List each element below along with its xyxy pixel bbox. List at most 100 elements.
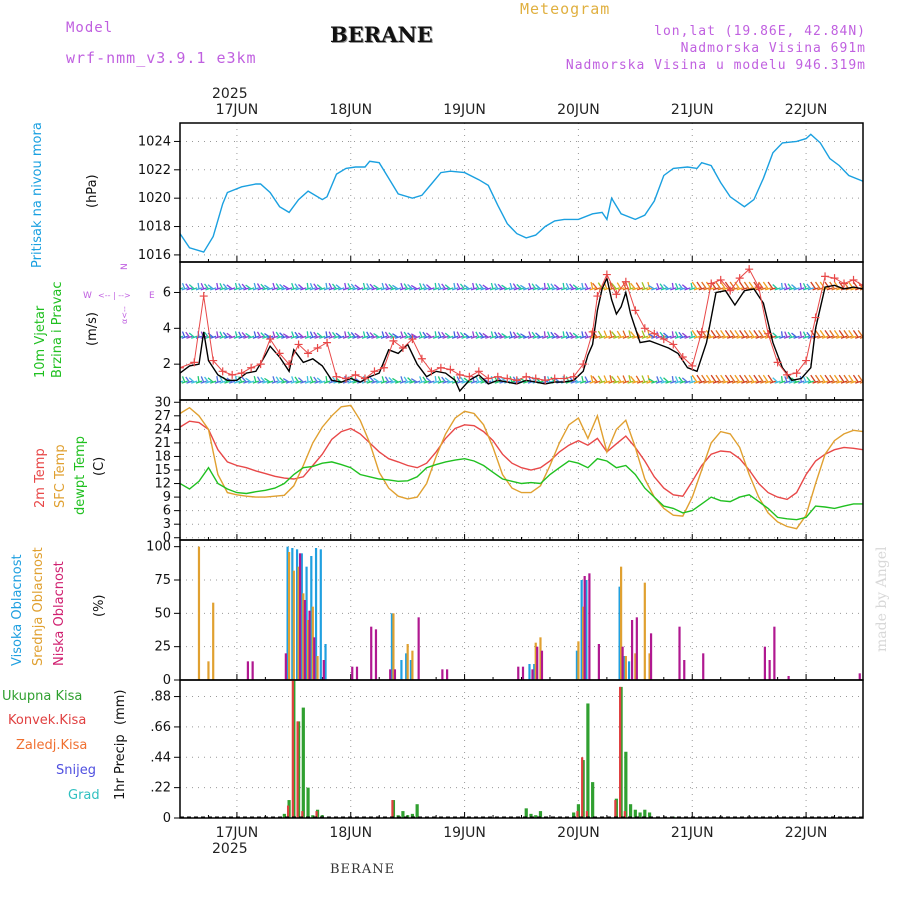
wind-barb	[276, 335, 283, 339]
wind-barb	[838, 374, 845, 383]
wind-barb	[323, 287, 331, 291]
wind-barb	[423, 380, 430, 384]
wind-barb	[279, 377, 285, 383]
wind-barb	[817, 380, 824, 384]
cloud-panel: 0 25 50 75 100	[146, 539, 864, 688]
wind-barb	[214, 380, 222, 384]
wind-barb	[798, 380, 805, 384]
wind-barb	[698, 380, 705, 384]
wind-barb	[399, 380, 407, 384]
wind-barb	[665, 335, 672, 339]
wind-barb	[734, 329, 741, 338]
wind-barb	[300, 287, 307, 291]
wind-barb	[188, 332, 195, 338]
wind-barb	[513, 335, 520, 339]
wind-barb	[671, 282, 674, 289]
wind-barb	[392, 333, 399, 338]
wind-barb	[319, 335, 326, 339]
wind-barb	[271, 380, 279, 384]
wind-barb	[338, 335, 345, 339]
wind-barb	[313, 331, 319, 338]
cloud-bar	[531, 669, 534, 680]
wind-barb	[611, 331, 617, 338]
wind-ytick-label: 4	[163, 321, 171, 336]
wind-barb	[831, 380, 838, 384]
wind-barb	[388, 332, 394, 338]
wind-barb	[831, 287, 838, 291]
gust-marker	[218, 367, 227, 376]
gust-marker	[512, 376, 521, 385]
wind-barb	[802, 376, 807, 383]
precip-bar	[619, 686, 622, 818]
cloud-bar	[246, 661, 250, 680]
wind-barb	[480, 335, 487, 339]
wind-barb	[523, 335, 530, 339]
wind-barb	[413, 380, 421, 384]
wind-barb	[641, 375, 646, 383]
wind-barb	[219, 380, 226, 384]
cloud-bar	[702, 653, 705, 680]
wind-barb	[739, 329, 745, 338]
wind-barb	[693, 287, 701, 291]
gust-marker	[764, 329, 773, 338]
wind-barb	[565, 287, 573, 291]
wind-barb	[569, 376, 575, 383]
wind-barb	[400, 282, 404, 290]
cloud-bar	[634, 653, 637, 680]
wind-barb	[380, 287, 388, 291]
gust-marker	[190, 358, 199, 367]
gust-marker	[408, 335, 417, 344]
wind-barb	[309, 380, 317, 384]
wind-barb	[584, 380, 592, 384]
wind-barb	[342, 335, 350, 339]
wind-barb	[245, 284, 252, 290]
wind-barb	[769, 380, 777, 384]
wind-barb	[769, 287, 777, 291]
wind-barb	[689, 380, 696, 384]
wind-barb	[306, 376, 309, 383]
gust-marker	[602, 270, 611, 279]
wind-barb	[463, 284, 470, 290]
wind-barb	[180, 380, 184, 383]
gust-marker	[650, 329, 659, 338]
wind-barb	[743, 281, 750, 290]
wind-barb	[608, 335, 615, 339]
temperature-ytick-label: 15	[154, 463, 171, 478]
temperature-ytick-label: 12	[154, 477, 171, 492]
wind-barb	[272, 282, 276, 290]
wind-barb	[779, 380, 786, 384]
wind-barb	[616, 282, 622, 290]
wind-barb	[509, 282, 513, 290]
wind-barb	[613, 380, 620, 384]
wind-barb	[447, 335, 454, 339]
wind-barb	[674, 331, 679, 338]
wind-barb	[463, 332, 470, 338]
wind-barb	[584, 335, 592, 339]
wind-barb	[381, 376, 385, 383]
cloud-bar	[517, 666, 520, 680]
wind-barb	[400, 331, 404, 338]
wind-barb	[180, 335, 184, 338]
wind-barb	[300, 380, 307, 384]
wind-barb	[224, 380, 231, 384]
day-label-bottom: 20JUN	[557, 825, 600, 841]
day-label-top: 19JUN	[443, 102, 486, 118]
wind-barb	[622, 330, 627, 338]
wind-barb	[252, 287, 260, 291]
wind-barb	[670, 380, 677, 384]
wind-barb	[806, 376, 812, 383]
wind-barb	[726, 335, 734, 339]
wind-barb	[651, 380, 658, 384]
wind-barb	[532, 287, 539, 291]
wind-barb	[616, 330, 622, 338]
wind-barb	[243, 287, 250, 291]
wind-barb	[628, 375, 632, 383]
gust-marker	[313, 344, 322, 353]
wind-barb	[855, 380, 862, 384]
wind-barb	[769, 335, 777, 339]
gust-marker	[726, 286, 735, 295]
wind-barb	[848, 374, 855, 383]
temperature-ytick-label: 0	[163, 531, 171, 546]
precip-bar	[415, 804, 419, 818]
precip-bar	[614, 800, 617, 818]
